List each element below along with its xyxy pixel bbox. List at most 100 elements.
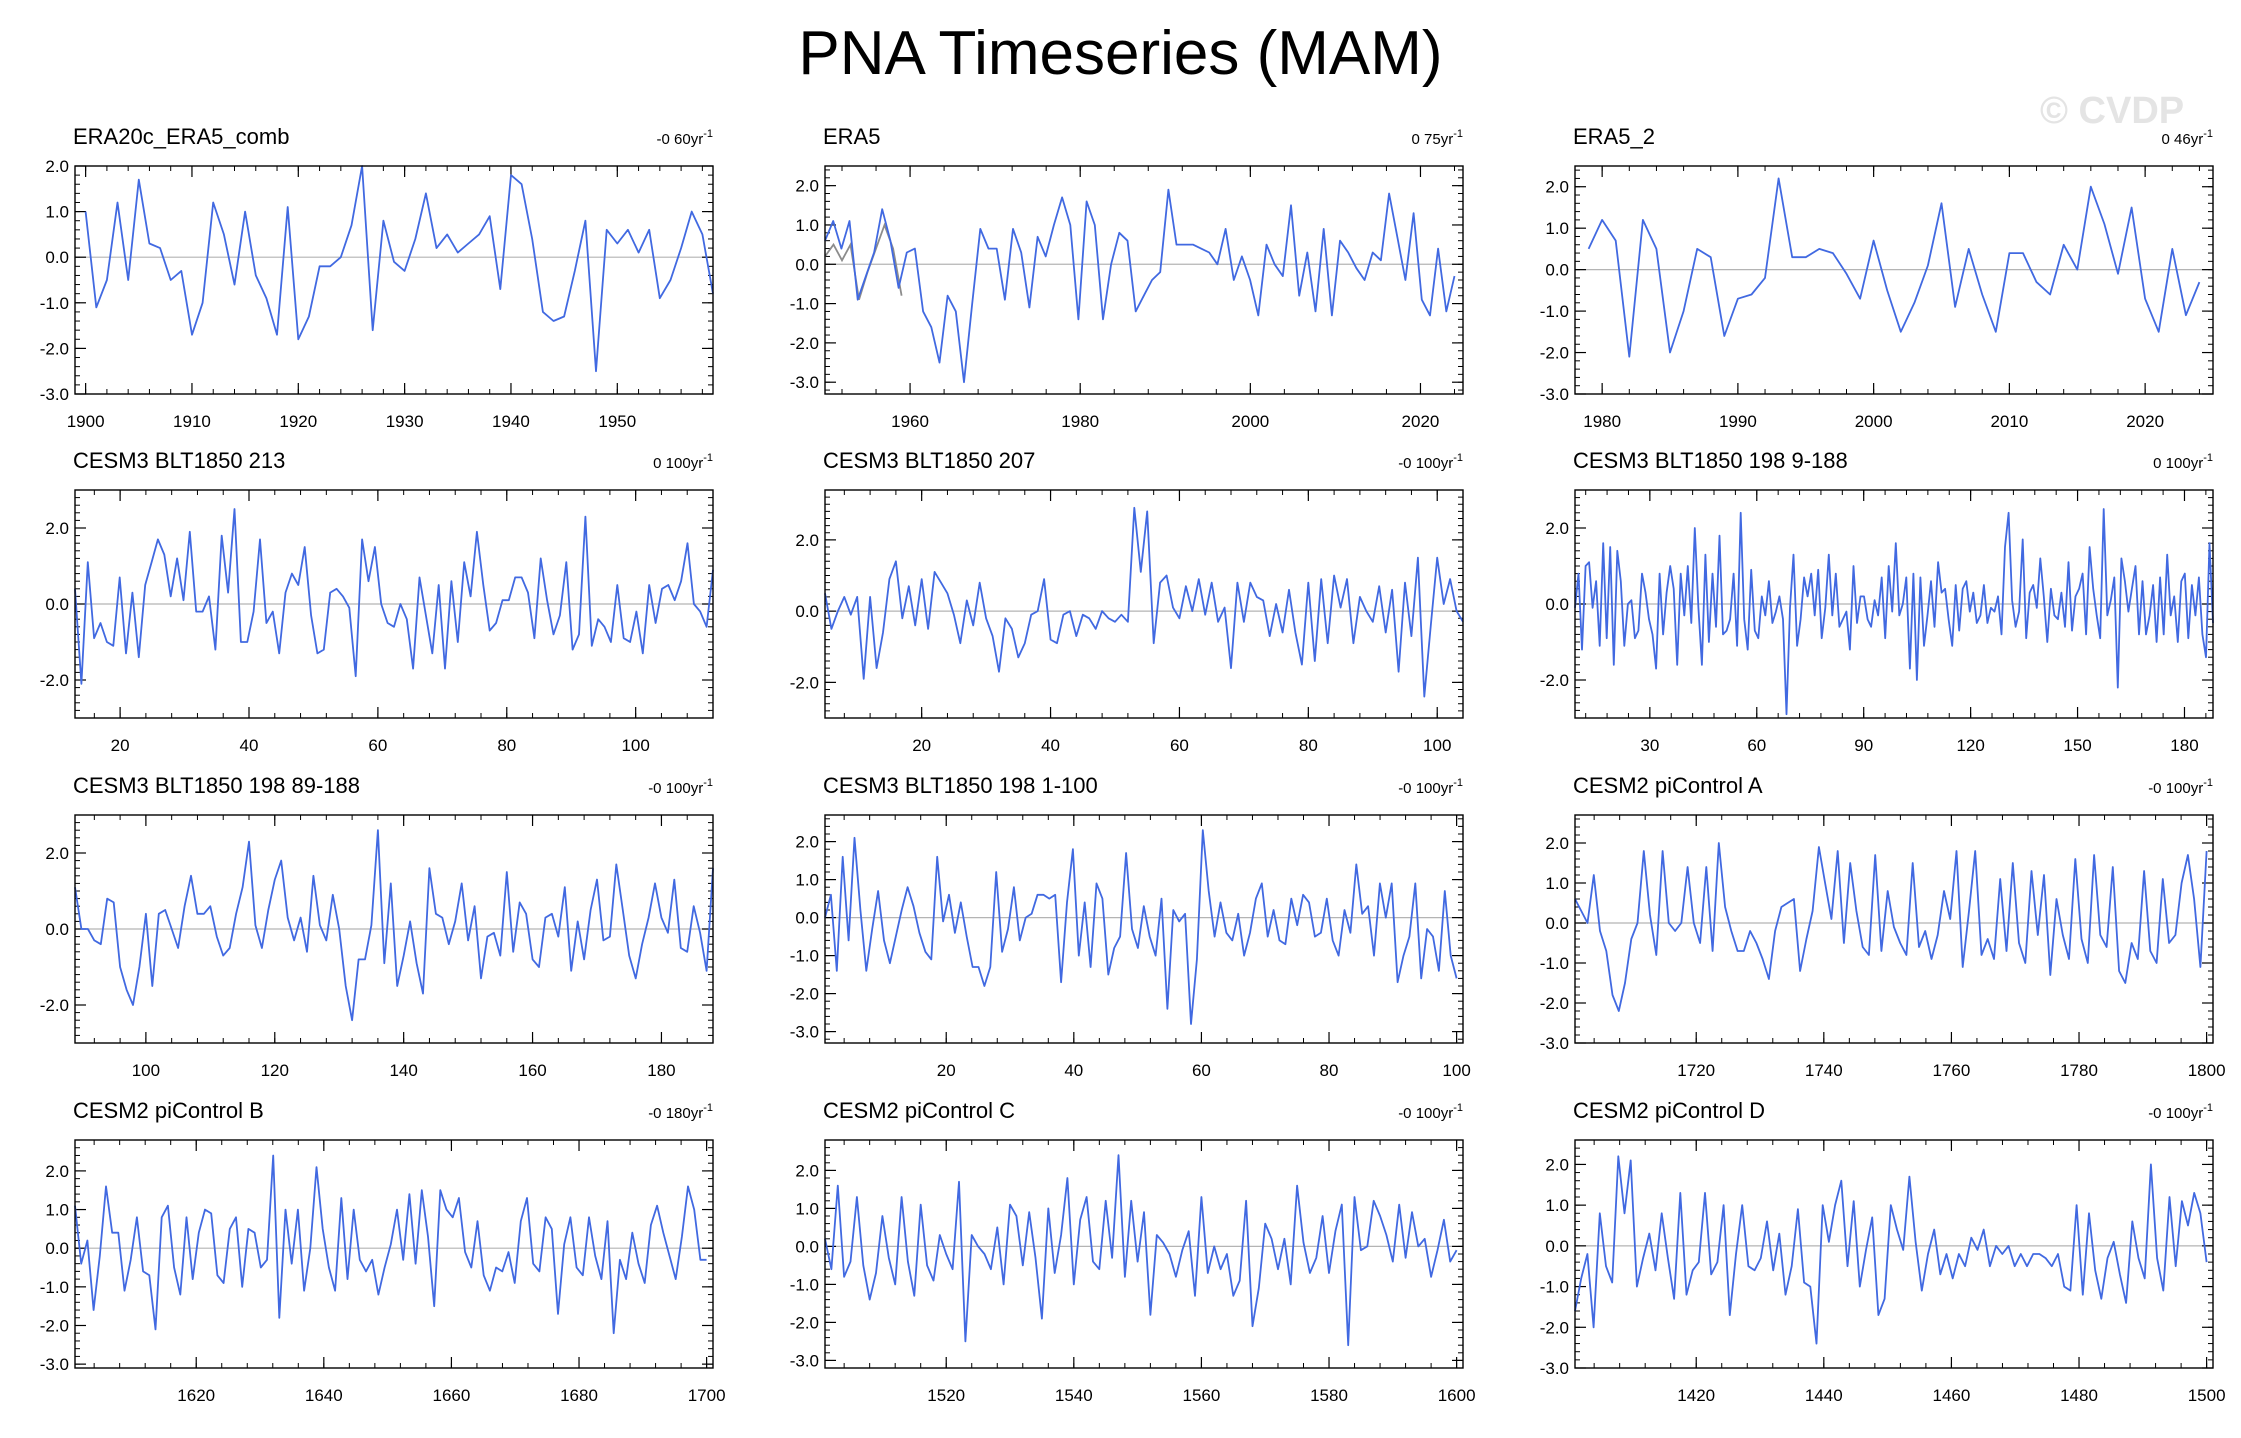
trend-label: -0 100yr-1	[2148, 1102, 2213, 1122]
y-tick-label: -2.0	[40, 671, 69, 690]
x-tick-label: 2010	[1990, 412, 2028, 431]
x-tick-label: 40	[1041, 736, 1060, 755]
x-tick-label: 1480	[2060, 1386, 2098, 1405]
chart-panel: CESM3 BLT1850 213 0 100yr-1 -2.0 0.0 2.0 20 40…	[40, 448, 714, 755]
y-tick-label: -1.0	[790, 947, 819, 966]
chart-panel: ERA5_2 0 46yr-1 -3.0 -2.0 -1.0 0.0 1.0 2.0 1980 1…	[1540, 124, 2214, 431]
chart-panel: CESM2 piControl D -0 100yr-1 -3.0 -2.0 -1.0 0…	[1540, 1098, 2226, 1405]
y-tick-label: -1.0	[1540, 302, 1569, 321]
x-tick-label: 100	[1442, 1061, 1470, 1080]
plot-frame	[1574, 814, 2214, 1044]
x-tick-label: 100	[621, 736, 649, 755]
y-tick-label: 0.0	[45, 920, 69, 939]
panel-title: CESM2 piControl A	[1573, 773, 1763, 798]
y-tick-label: -3.0	[790, 1351, 819, 1370]
trend-exponent: -1	[1453, 1102, 1463, 1114]
panel-title: CESM3 BLT1850 207	[823, 448, 1035, 473]
x-tick-label: 1560	[1183, 1386, 1221, 1405]
y-tick-label: -3.0	[40, 1355, 69, 1374]
y-tick-label: -2.0	[790, 985, 819, 1004]
chart-panel: CESM2 piControl C -0 100yr-1 -3.0 -2.0 -1.0 0…	[790, 1098, 1476, 1405]
chart-panel: ERA5 0 75yr-1 -3.0 -2.0 -1.0 0.0 1.0 2.0 1960 198…	[790, 124, 1464, 431]
chart-panel: CESM2 piControl B -0 180yr-1 -3.0 -2.0 -1.0 0…	[40, 1098, 726, 1405]
y-tick-label: -3.0	[1540, 1359, 1569, 1378]
series-line	[74, 829, 714, 1022]
y-tick-label: -2.0	[1540, 994, 1569, 1013]
trend-exponent: -1	[1453, 452, 1463, 464]
x-tick-label: 1600	[1438, 1386, 1476, 1405]
x-tick-label: 1700	[688, 1386, 726, 1405]
y-tick-label: 2.0	[45, 844, 69, 863]
y-tick-label: -2.0	[1540, 1318, 1569, 1337]
chart-panel: CESM3 BLT1850 198 89-188 -0 100yr-1 -2.0 0.…	[40, 773, 714, 1080]
trend-exponent: -1	[2203, 128, 2213, 140]
x-tick-label: 1930	[386, 412, 424, 431]
x-tick-label: 1900	[67, 412, 105, 431]
y-tick-label: 2.0	[1545, 834, 1569, 853]
x-tick-label: 100	[1423, 736, 1451, 755]
panel-title: ERA20c_ERA5_comb	[73, 124, 289, 149]
y-tick-label: -3.0	[1540, 1034, 1569, 1053]
trend-exponent: -1	[2203, 777, 2213, 789]
y-tick-label: 0.0	[1545, 261, 1569, 280]
panel-title: CESM3 BLT1850 198 1-100	[823, 773, 1098, 798]
y-tick-label: 0.0	[795, 255, 819, 274]
trend-label: 0 75yr-1	[1412, 128, 1463, 148]
x-tick-label: 1620	[177, 1386, 215, 1405]
x-tick-label: 80	[1320, 1061, 1339, 1080]
series-line	[824, 506, 1464, 698]
y-tick-label: 0.0	[795, 1237, 819, 1256]
x-tick-label: 2000	[1855, 412, 1893, 431]
y-tick-label: -2.0	[790, 334, 819, 353]
chart-panel: CESM3 BLT1850 207 -0 100yr-1 -2.0 0.0 2.0 20 4…	[790, 448, 1464, 755]
series-line	[1574, 1155, 2208, 1345]
y-tick-label: 1.0	[795, 1199, 819, 1218]
y-tick-label: -3.0	[1540, 385, 1569, 404]
y-tick-label: 2.0	[795, 531, 819, 550]
trend-label: 0 100yr-1	[2153, 452, 2213, 472]
y-tick-label: 2.0	[1545, 178, 1569, 197]
x-tick-label: 20	[937, 1061, 956, 1080]
trend-exponent: -1	[703, 777, 713, 789]
plot-frame	[74, 489, 714, 719]
x-tick-label: 40	[1064, 1061, 1083, 1080]
series-line	[84, 165, 714, 373]
y-tick-label: 0.0	[45, 248, 69, 267]
x-tick-label: 1640	[305, 1386, 343, 1405]
x-tick-label: 40	[240, 736, 259, 755]
trend-exponent: -1	[2203, 1102, 2213, 1114]
panel-title: CESM3 BLT1850 213	[73, 448, 285, 473]
x-tick-label: 1540	[1055, 1386, 1093, 1405]
y-tick-label: -1.0	[790, 1275, 819, 1294]
series-line	[1574, 842, 2208, 1012]
x-tick-label: 1980	[1061, 412, 1099, 431]
y-tick-label: -2.0	[790, 673, 819, 692]
x-tick-label: 90	[1854, 736, 1873, 755]
x-tick-label: 1980	[1583, 412, 1621, 431]
trend-exponent: -1	[2203, 452, 2213, 464]
y-tick-label: 2.0	[45, 1162, 69, 1181]
panel-title: CESM3 BLT1850 198 9-188	[1573, 448, 1848, 473]
x-tick-label: 1460	[1933, 1386, 1971, 1405]
trend-label: 0 100yr-1	[653, 452, 713, 472]
trend-label: -0 180yr-1	[648, 1102, 713, 1122]
y-tick-label: -3.0	[40, 385, 69, 404]
y-tick-label: 0.0	[795, 602, 819, 621]
chart-panel: CESM3 BLT1850 198 9-188 0 100yr-1 -2.0 0.0 2…	[1540, 448, 2214, 755]
series-line	[824, 829, 1458, 1025]
x-tick-label: 1990	[1719, 412, 1757, 431]
y-tick-label: 1.0	[45, 203, 69, 222]
y-tick-label: 0.0	[45, 1239, 69, 1258]
x-tick-label: 60	[1747, 736, 1766, 755]
x-tick-label: 1960	[891, 412, 929, 431]
series-line	[74, 508, 714, 685]
x-tick-label: 1780	[2060, 1061, 2098, 1080]
trend-label: -0 100yr-1	[1398, 1102, 1463, 1122]
series-line	[74, 1154, 707, 1335]
chart-panel: CESM2 piControl A -0 100yr-1 -3.0 -2.0 -1.0 0…	[1540, 773, 2226, 1080]
trend-exponent: -1	[703, 128, 713, 140]
y-tick-label: -1.0	[1540, 954, 1569, 973]
trend-exponent: -1	[703, 1102, 713, 1114]
trend-exponent: -1	[703, 452, 713, 464]
panel-title: CESM3 BLT1850 198 89-188	[73, 773, 360, 798]
